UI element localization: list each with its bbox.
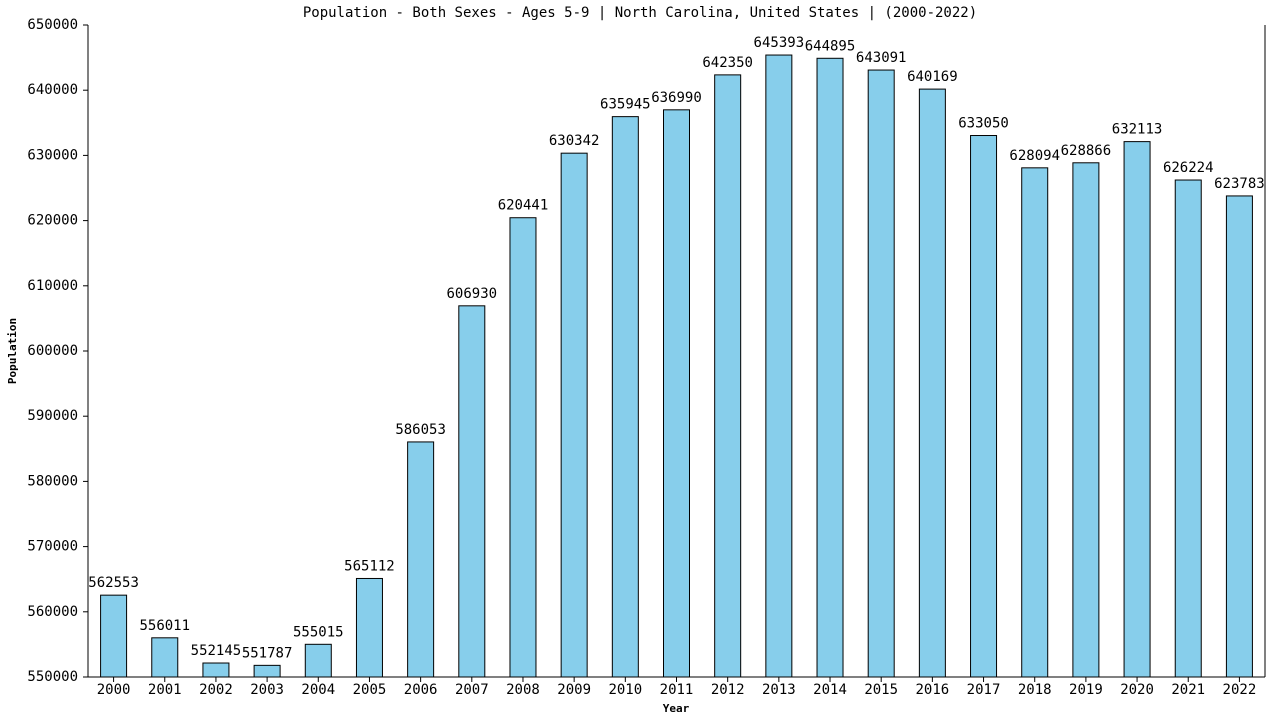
bar xyxy=(304,643,332,678)
bar xyxy=(509,217,537,678)
value-label: 620441 xyxy=(498,198,549,214)
x-tick-label: 2008 xyxy=(506,682,540,698)
bar xyxy=(151,637,179,678)
x-tick-label: 2004 xyxy=(301,682,335,698)
x-tick-label: 2014 xyxy=(813,682,847,698)
value-label: 606930 xyxy=(447,286,498,302)
bar xyxy=(611,116,639,678)
x-tick-label: 2019 xyxy=(1069,682,1103,698)
bar xyxy=(560,152,588,678)
bar xyxy=(1021,167,1049,678)
bar xyxy=(714,74,742,678)
bar xyxy=(253,664,281,678)
value-label: 556011 xyxy=(139,618,190,634)
x-tick-label: 2006 xyxy=(404,682,438,698)
value-label: 555015 xyxy=(293,624,344,640)
y-tick-label: 620000 xyxy=(27,213,78,229)
value-label: 644895 xyxy=(805,38,856,54)
y-tick-label: 650000 xyxy=(27,17,78,33)
x-tick-label: 2013 xyxy=(762,682,796,698)
bar xyxy=(867,69,895,678)
x-tick-label: 2010 xyxy=(608,682,642,698)
x-tick-label: 2005 xyxy=(353,682,387,698)
bar xyxy=(1174,179,1202,678)
x-tick-label: 2000 xyxy=(97,682,131,698)
bar xyxy=(1225,195,1253,678)
value-label: 628866 xyxy=(1061,143,1112,159)
x-tick-label: 2022 xyxy=(1223,682,1257,698)
chart-title: Population - Both Sexes - Ages 5-9 | Nor… xyxy=(303,5,977,21)
bar xyxy=(816,57,844,678)
bar xyxy=(970,135,998,678)
bar xyxy=(100,594,128,678)
value-label: 623783 xyxy=(1214,176,1265,192)
bar xyxy=(1123,141,1151,678)
x-tick-label: 2009 xyxy=(557,682,591,698)
value-label: 565112 xyxy=(344,558,395,574)
value-label: 630342 xyxy=(549,133,600,149)
bar xyxy=(1072,162,1100,678)
value-label: 642350 xyxy=(702,55,753,71)
y-tick-label: 630000 xyxy=(27,147,78,163)
bar xyxy=(407,441,435,678)
y-tick-label: 560000 xyxy=(27,604,78,620)
x-axis-label: Year xyxy=(663,702,690,715)
bar xyxy=(663,109,690,678)
value-label: 626224 xyxy=(1163,160,1214,176)
y-tick-label: 580000 xyxy=(27,473,78,489)
bar xyxy=(458,305,486,678)
x-tick-label: 2015 xyxy=(864,682,898,698)
value-label: 645393 xyxy=(754,35,805,51)
value-label: 643091 xyxy=(856,50,907,66)
value-label: 552145 xyxy=(191,643,242,659)
x-tick-label: 2007 xyxy=(455,682,489,698)
x-tick-label: 2003 xyxy=(250,682,284,698)
x-tick-label: 2017 xyxy=(967,682,1001,698)
value-label: 562553 xyxy=(88,575,139,591)
x-tick-label: 2012 xyxy=(711,682,745,698)
value-label: 636990 xyxy=(651,90,702,106)
x-tick-label: 2001 xyxy=(148,682,182,698)
value-label: 632113 xyxy=(1112,122,1163,138)
y-tick-label: 610000 xyxy=(27,278,78,294)
value-label: 635945 xyxy=(600,97,651,113)
y-tick-label: 640000 xyxy=(27,82,78,98)
value-label: 633050 xyxy=(958,116,1009,132)
bar xyxy=(765,54,793,678)
x-tick-label: 2002 xyxy=(199,682,233,698)
y-axis-label: Population xyxy=(6,318,19,384)
bar xyxy=(355,577,383,678)
x-tick-label: 2016 xyxy=(916,682,950,698)
value-label: 551787 xyxy=(242,645,293,661)
value-label: 628094 xyxy=(1009,148,1060,164)
y-tick-label: 590000 xyxy=(27,408,78,424)
y-tick-label: 570000 xyxy=(27,539,78,555)
x-tick-label: 2021 xyxy=(1171,682,1205,698)
bar xyxy=(918,88,946,678)
value-label: 586053 xyxy=(395,422,446,438)
x-tick-label: 2018 xyxy=(1018,682,1052,698)
x-tick-label: 2020 xyxy=(1120,682,1154,698)
y-tick-label: 600000 xyxy=(27,343,78,359)
value-label: 640169 xyxy=(907,69,958,85)
bar xyxy=(202,662,230,678)
x-tick-label: 2011 xyxy=(660,682,694,698)
y-tick-label: 550000 xyxy=(27,669,78,685)
